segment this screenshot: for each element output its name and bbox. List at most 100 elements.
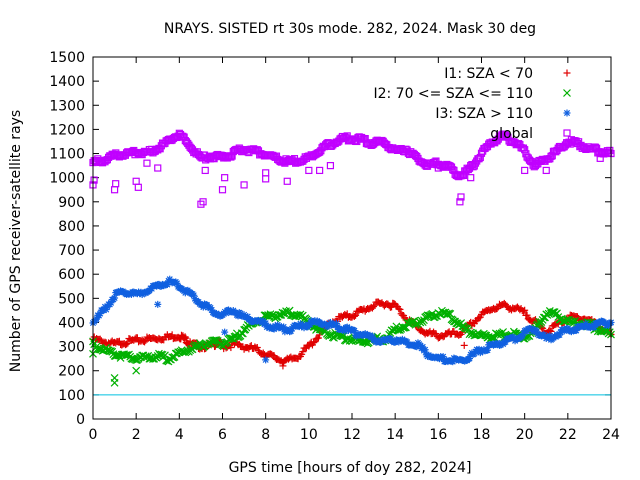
y-tick-label: 1000 <box>49 171 85 187</box>
legend-label: I3: SZA > 110 <box>435 106 533 122</box>
data-point-outlier <box>456 198 464 206</box>
data-point <box>572 327 580 335</box>
x-tick-label: 18 <box>473 427 491 443</box>
x-tick-label: 12 <box>343 427 361 443</box>
legend-marker <box>563 89 571 97</box>
data-point-outlier <box>316 166 324 175</box>
data-point <box>352 311 360 319</box>
series-square-3 <box>89 129 615 208</box>
data-point <box>475 155 483 163</box>
x-tick-label: 0 <box>89 427 98 443</box>
y-tick-label: 400 <box>58 315 85 331</box>
data-point-outlier <box>134 183 142 191</box>
data-point-outlier <box>262 356 270 364</box>
data-point <box>521 146 529 154</box>
legend-label: I2: 70 <= SZA <= 110 <box>373 86 533 102</box>
data-point-outlier <box>521 166 529 175</box>
y-tick-label: 700 <box>58 243 85 259</box>
x-tick-label: 10 <box>300 427 318 443</box>
data-point <box>523 311 531 319</box>
data-point-outlier <box>221 174 229 182</box>
data-point <box>521 306 529 314</box>
data-point-outlier <box>262 169 270 177</box>
x-tick-label: 6 <box>218 427 227 443</box>
data-point-outlier <box>90 176 98 184</box>
data-point-outlier <box>240 181 248 189</box>
data-point <box>253 344 261 352</box>
data-point-outlier <box>218 186 227 194</box>
y-tick-label: 500 <box>58 291 85 307</box>
y-tick-label: 800 <box>58 219 85 235</box>
data-point <box>316 331 324 339</box>
x-axis-label: GPS time [hours of doy 282, 2024] <box>229 460 472 476</box>
data-point-outlier <box>110 186 119 194</box>
x-tick-label: 4 <box>175 427 184 443</box>
y-tick-label: 1200 <box>49 122 85 138</box>
data-point-outlier <box>143 159 151 167</box>
data-point <box>605 328 614 337</box>
data-point <box>396 305 404 313</box>
y-axis-label: Number of GPS receiver-satellite rays <box>8 110 24 372</box>
y-tick-label: 0 <box>76 412 85 428</box>
data-point <box>483 346 491 354</box>
data-point-outlier <box>110 374 119 382</box>
data-point <box>519 307 527 315</box>
data-point-outlier <box>221 328 229 336</box>
data-point-outlier <box>434 164 442 172</box>
data-point <box>493 305 501 313</box>
data-point <box>181 333 189 341</box>
plot-frame <box>92 56 612 420</box>
data-point <box>395 305 403 313</box>
data-point-outlier <box>112 180 120 188</box>
y-tick-label: 600 <box>58 267 85 283</box>
data-point <box>115 337 123 345</box>
data-point <box>111 294 119 302</box>
y-tick-label: 1300 <box>49 98 85 114</box>
data-point-outlier <box>467 174 475 182</box>
data-point <box>267 311 276 320</box>
legend-marker <box>563 69 571 77</box>
x-tick-label: 20 <box>516 427 534 443</box>
data-point <box>370 303 378 311</box>
data-point <box>141 338 149 346</box>
y-tick-label: 100 <box>58 388 85 404</box>
data-point-outlier <box>457 193 465 201</box>
data-point <box>296 310 305 319</box>
data-point <box>537 318 546 326</box>
data-point <box>96 335 104 343</box>
x-tick-label: 8 <box>261 427 270 443</box>
data-point-outlier <box>542 166 550 175</box>
x-tick-label: 2 <box>132 427 141 443</box>
y-tick-label: 1400 <box>49 74 85 90</box>
x-tick-label: 22 <box>559 427 577 443</box>
data-point <box>310 339 318 347</box>
data-point <box>350 312 358 320</box>
series-*-2 <box>89 275 615 366</box>
data-point <box>123 340 131 348</box>
x-tick-label: 16 <box>429 427 447 443</box>
legend-marker <box>563 129 571 137</box>
y-tick-label: 200 <box>58 364 85 380</box>
data-point <box>565 315 573 324</box>
legend-marker <box>563 109 571 117</box>
data-point-outlier <box>154 300 162 308</box>
data-point-outlier <box>201 166 209 175</box>
chart-title: NRAYS. SISTED rt 30s mode. 282, 2024. Ma… <box>164 21 536 37</box>
data-point-outlier <box>596 154 604 162</box>
data-point-outlier <box>531 162 540 170</box>
data-point-outlier <box>132 366 141 375</box>
legend: I1: SZA < 70 I2: 70 <= SZA <= 110 I3: SZA … <box>373 66 571 142</box>
data-point-outlier <box>316 318 324 326</box>
data-point-outlier <box>262 175 270 183</box>
legend-label: global <box>490 126 533 142</box>
data-point-outlier <box>279 362 287 370</box>
data-point <box>459 171 468 180</box>
x-tick-label: 14 <box>386 427 404 443</box>
data-point-outlier <box>132 177 140 185</box>
y-tick-label: 900 <box>58 195 85 211</box>
data-point-outlier <box>154 164 162 172</box>
data-point <box>124 339 132 347</box>
y-tick-label: 1500 <box>49 50 85 66</box>
data-point <box>274 310 283 319</box>
